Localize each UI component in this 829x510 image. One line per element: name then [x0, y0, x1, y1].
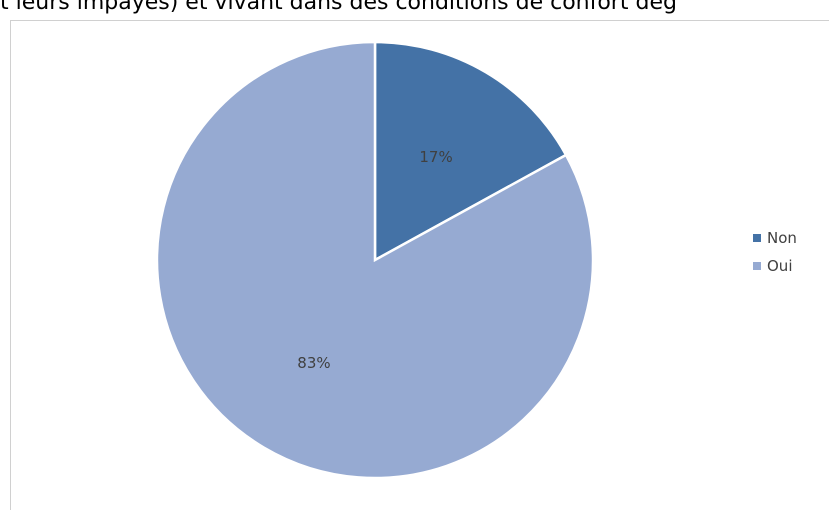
legend-item-oui: Oui	[753, 254, 797, 278]
legend-label-oui: Oui	[767, 257, 793, 275]
pie-slice-oui	[155, 40, 595, 480]
chart-frame	[10, 20, 829, 510]
data-label-oui: 83%	[297, 354, 330, 372]
chart-title: t leurs impayés) et vivant dans des cond…	[0, 0, 677, 15]
legend-label-non: Non	[767, 229, 797, 247]
legend-swatch-oui	[753, 262, 761, 270]
pie-slice-non	[373, 40, 568, 263]
data-label-non: 17%	[419, 148, 452, 166]
legend-item-non: Non	[753, 226, 797, 250]
legend: Non Oui	[753, 226, 797, 282]
legend-swatch-non	[753, 234, 761, 242]
